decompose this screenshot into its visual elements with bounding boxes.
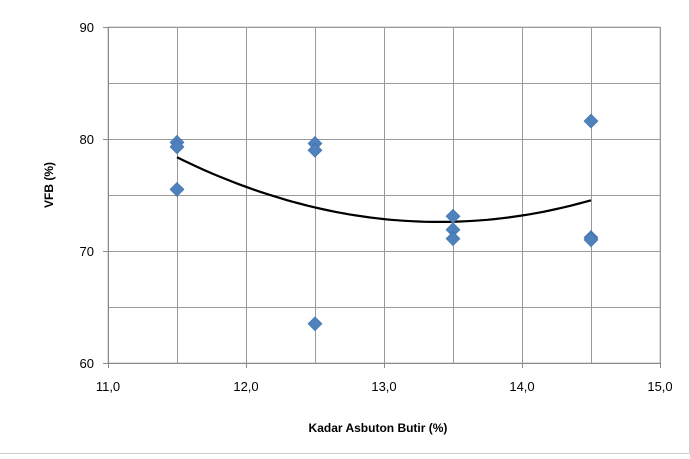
data-point	[307, 142, 323, 158]
data-point	[583, 113, 599, 129]
trendline	[176, 156, 592, 223]
x-tick-label: 12,0	[233, 379, 258, 394]
x-tick-label: 14,0	[509, 379, 534, 394]
y-tick-label: 80	[80, 132, 94, 147]
y-tick-label: 90	[80, 20, 94, 35]
data-point	[169, 139, 185, 155]
y-tick-label: 60	[80, 356, 94, 371]
x-tick-label: 13,0	[371, 379, 396, 394]
axes	[103, 27, 661, 368]
x-tick-label: 15,0	[647, 379, 672, 394]
trendline-layer	[176, 156, 592, 223]
y-axis-title: VFB (%)	[42, 162, 56, 208]
data-point	[169, 181, 185, 197]
x-axis-title: Kadar Asbuton Butir (%)	[309, 421, 448, 435]
data-point	[583, 232, 599, 248]
data-points	[169, 113, 599, 332]
x-tick-label: 11,0	[96, 379, 120, 394]
data-point	[307, 316, 323, 332]
y-tick-label: 70	[80, 244, 94, 259]
data-point	[445, 231, 461, 247]
tick-labels: 11,0 12,0 13,0 14,0 15,0 60 70 80 90	[80, 20, 673, 394]
